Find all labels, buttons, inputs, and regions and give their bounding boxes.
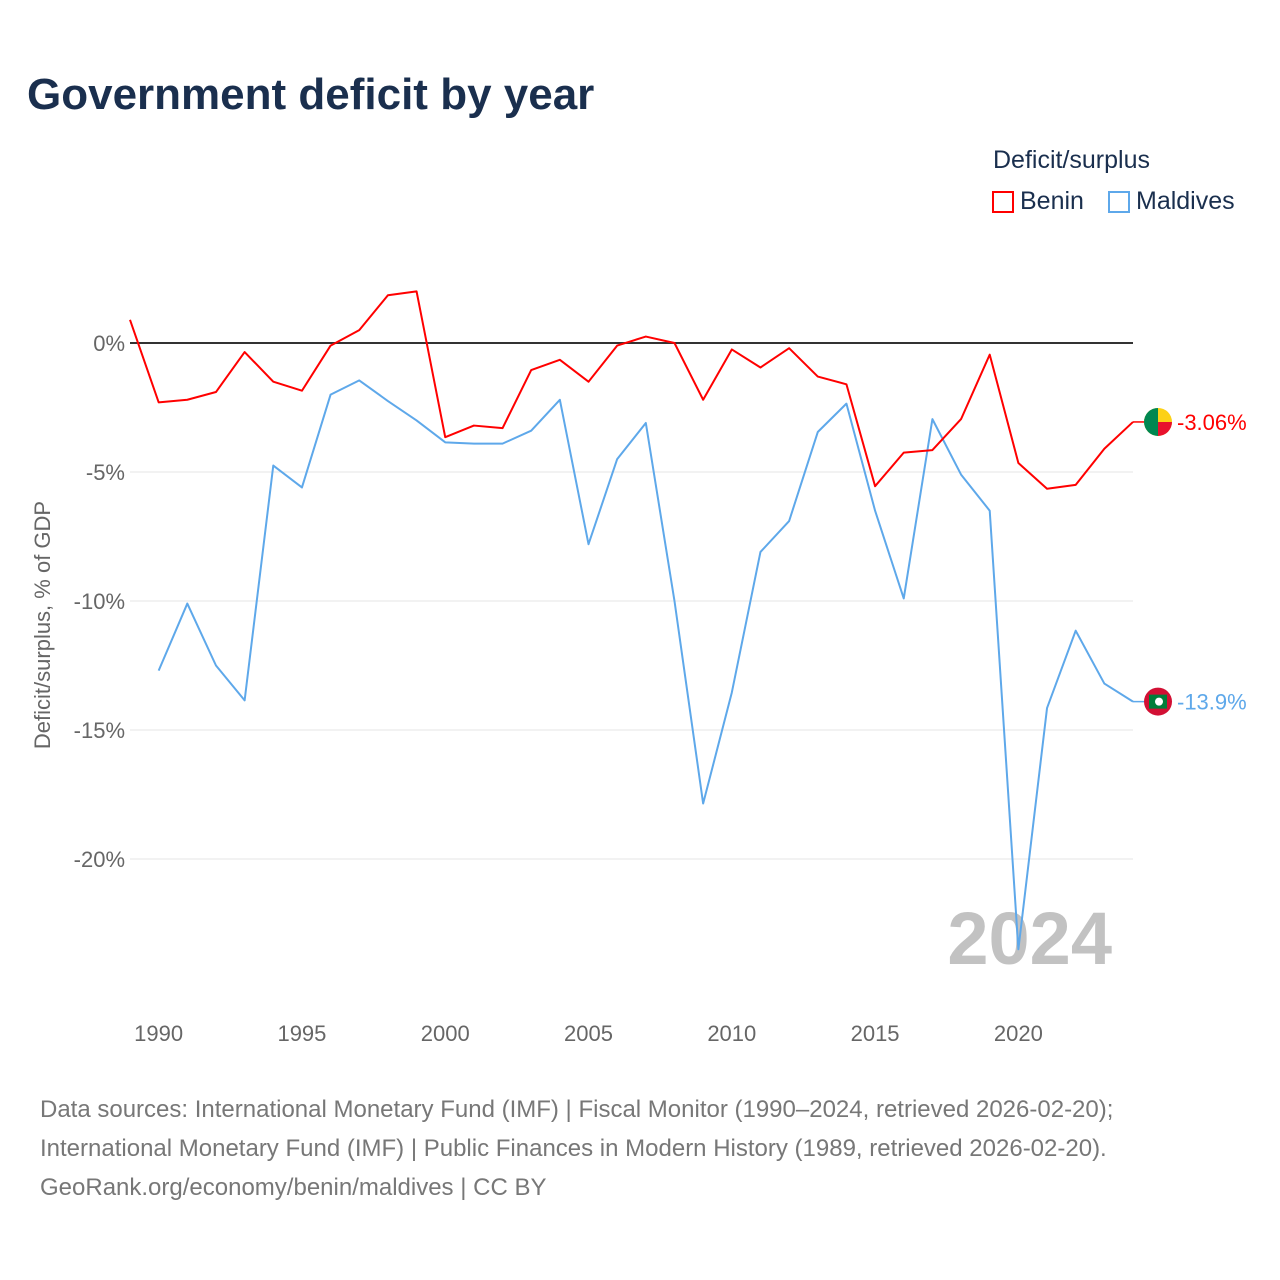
- y-tick-label: -20%: [74, 847, 125, 872]
- flag-part: [1158, 421, 1172, 436]
- y-tick-label: 0%: [93, 331, 125, 356]
- end-label-maldives: -13.9%: [1177, 690, 1247, 715]
- x-tick-label: 2010: [707, 1021, 756, 1046]
- legend-item-maldives[interactable]: Maldives: [1108, 187, 1235, 216]
- legend-label: Benin: [1020, 187, 1084, 215]
- x-tick-label: 1995: [277, 1021, 326, 1046]
- legend-item-benin[interactable]: Benin: [992, 187, 1084, 216]
- y-tick-label: -5%: [86, 460, 125, 485]
- flag-crescent: [1155, 697, 1163, 706]
- chart-title: Government deficit by year: [27, 70, 595, 119]
- series-line-maldives: [157, 379, 1134, 951]
- source-line: International Monetary Fund (IMF) | Publ…: [40, 1135, 1107, 1162]
- y-tick-label: -15%: [74, 718, 125, 743]
- series-line-benin: [129, 290, 1134, 490]
- x-tick-label: 2005: [564, 1021, 613, 1046]
- source-line: Data sources: International Monetary Fun…: [40, 1096, 1114, 1123]
- legend-label: Maldives: [1136, 187, 1235, 215]
- legend-title: Deficit/surplus: [993, 146, 1150, 174]
- source-link[interactable]: GeoRank.org/economy/benin/maldives | CC …: [40, 1174, 547, 1201]
- x-tick-label: 2020: [994, 1021, 1043, 1046]
- x-tick-label: 2000: [421, 1021, 470, 1046]
- y-axis-label: Deficit/surplus, % of GDP: [30, 501, 55, 749]
- legend-swatch: [1108, 190, 1130, 213]
- year-watermark: 2024: [947, 897, 1112, 980]
- y-tick-label: -10%: [74, 589, 125, 614]
- legend-swatch: [992, 190, 1014, 213]
- x-tick-label: 1990: [134, 1021, 183, 1046]
- footer: Data sources: International Monetary Fun…: [40, 1090, 1113, 1207]
- end-label-benin: -3.06%: [1177, 410, 1247, 435]
- flag-part: [1144, 407, 1158, 436]
- x-tick-label: 2015: [851, 1021, 900, 1046]
